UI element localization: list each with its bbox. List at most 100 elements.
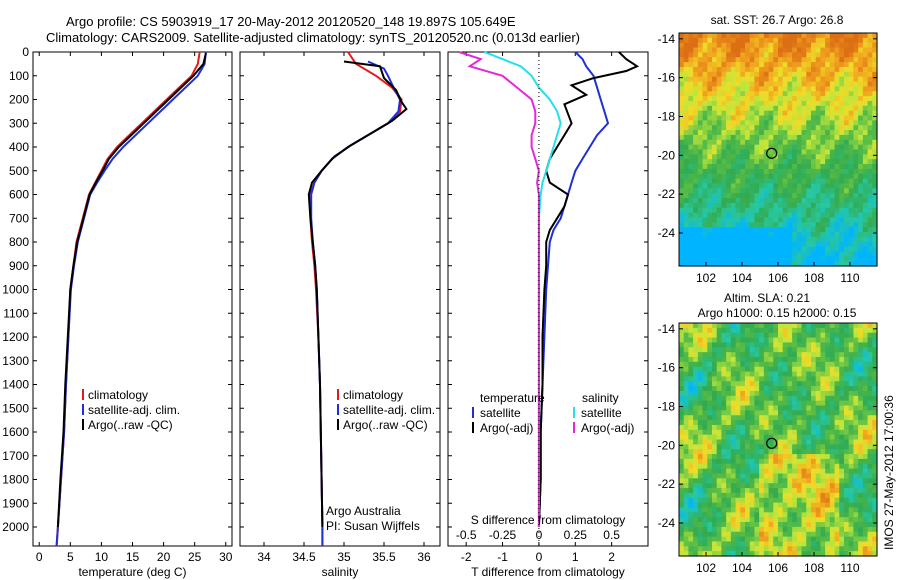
sla-map-cell [707, 337, 713, 344]
sla-map-cell [716, 473, 723, 479]
sla-map-cell [759, 444, 765, 450]
sla-map-cell [834, 347, 840, 353]
sst-map-cell [707, 193, 713, 199]
sla-map-cell [806, 381, 812, 387]
sst-map-cell [839, 57, 845, 63]
sst-map-cell [848, 66, 855, 73]
sst-map-cell [834, 168, 840, 175]
sla-map-cell [693, 444, 699, 450]
sla-map-cell [688, 332, 694, 339]
sla-map-cell [801, 361, 807, 368]
sla-map-cell [820, 551, 826, 557]
sst-map-cell [811, 222, 817, 228]
sla-map-cell [683, 497, 690, 504]
sst-map-cell [792, 227, 798, 233]
sla-map-cell [754, 415, 760, 421]
sst-map-cell [787, 66, 793, 73]
sla-map-cell [862, 507, 869, 513]
sla-map-cell [853, 526, 859, 533]
sst-map-cell [872, 52, 878, 58]
sla-map-cell [730, 420, 737, 426]
sst-map-cell [862, 57, 869, 63]
sst-map-cell [825, 164, 831, 170]
sst-map-cell [844, 251, 850, 257]
sla-map-cell [768, 526, 774, 533]
sst-map-cell [867, 178, 873, 185]
sla-map-cell [782, 507, 789, 513]
sst-map-cell [862, 120, 869, 126]
sla-map-cell [763, 347, 770, 353]
sst-map-cell [811, 96, 817, 102]
sla-map-cell [721, 390, 727, 397]
sla-map-cell [844, 352, 850, 358]
sst-map-cell [792, 86, 798, 92]
sla-map-cell [702, 323, 708, 329]
sst-map-cell [721, 110, 727, 117]
sst-map-cell [712, 173, 718, 180]
sst-map-cell [872, 81, 878, 87]
sla-map-cell [759, 337, 765, 344]
sla-map-cell [853, 424, 859, 431]
sla-map-cell [858, 488, 864, 494]
temperature-legend-label: satellite-adj. clim. [88, 403, 180, 417]
sla-map-cell [858, 429, 864, 436]
sla-map-cell [773, 502, 779, 509]
sst-map-cell [754, 91, 760, 97]
sst-map-cell [867, 62, 873, 68]
sla-map-cell [697, 478, 704, 484]
sst-map-cell [763, 86, 770, 92]
sst-map-cell [825, 198, 831, 204]
sla-map-cell [697, 352, 704, 358]
sla-map-cell [740, 371, 746, 377]
sla-map-cell [820, 473, 826, 479]
sst-map-cell [759, 76, 765, 83]
sla-map-cell [735, 517, 741, 523]
sla-map-cell [693, 439, 699, 445]
sst-map-cell [778, 110, 784, 117]
sst-map-cell [679, 144, 685, 151]
sst-map-cell [825, 91, 831, 97]
sst-map-cell [773, 42, 779, 49]
sla-map-cell [745, 356, 751, 363]
sla-map-cell [848, 352, 855, 358]
sst-map-cell [867, 236, 873, 243]
sst-map-cell [702, 159, 708, 165]
sla-map-cell [839, 444, 845, 450]
sst-map-cell [801, 62, 807, 68]
sla-map-cell [716, 381, 723, 387]
sst-map-cell [853, 86, 859, 92]
sla-map-cell [707, 478, 713, 484]
sst-map-cell [853, 188, 859, 194]
sst-map-cell [862, 159, 869, 165]
sst-map-cell [806, 198, 812, 204]
sst-map-cell [853, 164, 859, 170]
sst-map-cell [721, 125, 727, 131]
sla-map-cell [749, 405, 756, 411]
sst-map-cell [683, 100, 690, 107]
sst-map-cell [679, 33, 685, 39]
sst-map-cell [834, 222, 840, 228]
sla-map-cell [716, 323, 723, 329]
sst-map-cell [829, 42, 836, 49]
sla-map-cell [749, 371, 756, 377]
sst-map-cell [858, 71, 864, 78]
sla-map-cell [759, 381, 765, 387]
sst-map-cell [707, 159, 713, 165]
sst-map-cell [853, 71, 859, 78]
sst-map-cell [712, 66, 718, 73]
sla-map-cell [754, 332, 760, 339]
sla-map-cell [811, 531, 817, 538]
sst-map-cell [829, 76, 836, 83]
sla-map-cell [763, 507, 770, 513]
sst-map-cell [839, 193, 845, 199]
sst-map-cell [707, 168, 713, 175]
sla-map-cell [735, 337, 741, 344]
sst-map-cell [730, 120, 737, 126]
sst-map-cell [872, 42, 878, 49]
sst-map-cell [726, 227, 732, 233]
sla-map-cell [679, 512, 685, 518]
sst-map-cell [721, 130, 727, 136]
sla-map-cell [858, 517, 864, 523]
sla-map-cell [740, 366, 746, 373]
sla-map-cell [834, 366, 840, 373]
